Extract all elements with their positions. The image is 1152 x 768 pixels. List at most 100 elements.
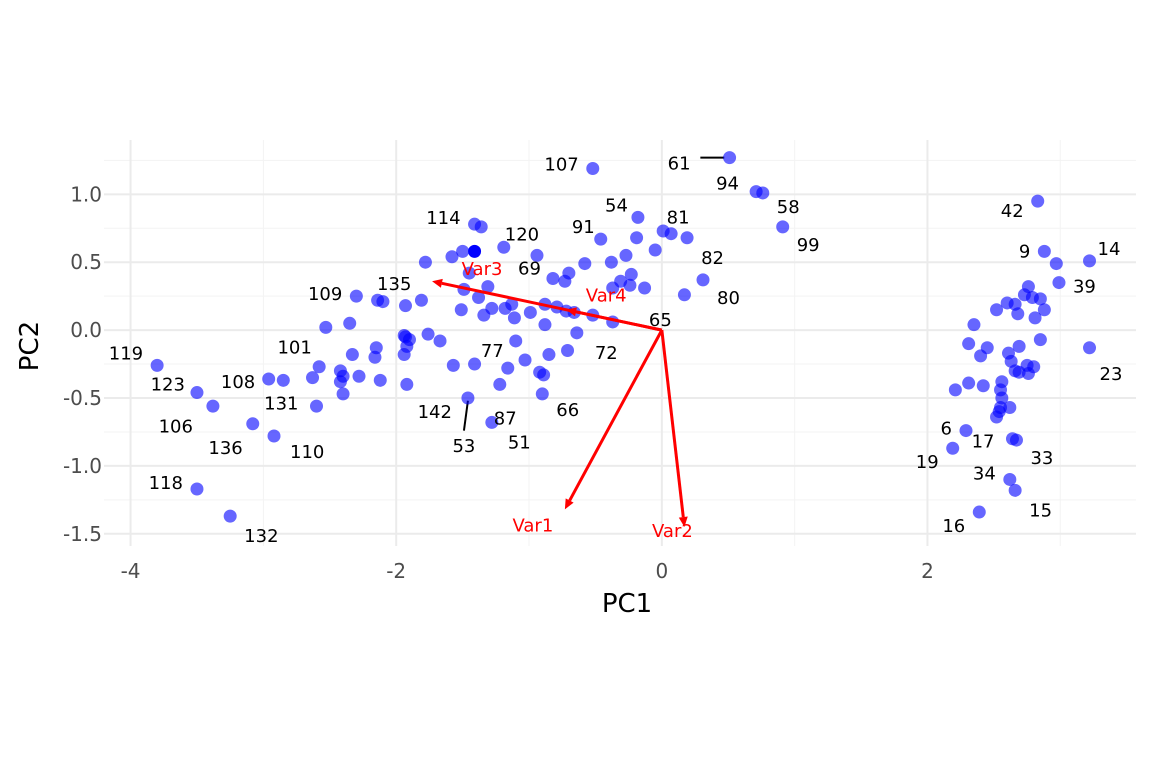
data-point	[206, 399, 220, 413]
data-point	[456, 244, 470, 258]
data-point	[974, 349, 988, 363]
x-tick-label: -4	[121, 559, 141, 583]
loading-arrow-var4	[575, 310, 663, 332]
data-point	[398, 330, 412, 344]
y-tick-label: 0.0	[70, 318, 102, 342]
point-label: 51	[508, 432, 531, 453]
data-point	[445, 250, 459, 264]
y-tick-label: -1.5	[63, 522, 102, 546]
data-point	[1027, 360, 1041, 374]
data-point	[723, 151, 737, 165]
data-point	[246, 417, 260, 431]
x-tick-label: 2	[921, 559, 934, 583]
data-point	[948, 383, 962, 397]
loading-label: Var1	[512, 515, 553, 536]
data-point	[624, 267, 638, 281]
data-point	[414, 293, 428, 307]
x-tick-label: 0	[655, 559, 668, 583]
point-label: 23	[1100, 364, 1123, 385]
point-label: 136	[208, 438, 242, 459]
y-tick-label: -0.5	[63, 386, 102, 410]
point-label: 110	[290, 442, 324, 463]
data-point	[1021, 280, 1035, 294]
data-point	[962, 376, 976, 390]
x-axis-ticks: -4 -2 0 2	[121, 559, 934, 583]
data-point	[398, 299, 412, 313]
point-label: 16	[942, 516, 965, 537]
data-point	[501, 361, 515, 375]
data-point	[535, 387, 549, 401]
data-point	[1031, 194, 1045, 208]
point-label: 91	[572, 217, 595, 238]
data-point	[418, 255, 432, 269]
data-point	[368, 350, 382, 364]
data-point	[433, 334, 447, 348]
data-point	[472, 291, 486, 305]
data-point	[349, 289, 363, 303]
data-point	[756, 186, 770, 200]
point-label: 106	[159, 417, 193, 438]
data-point	[1083, 341, 1097, 355]
point-label: 9	[1019, 241, 1030, 262]
x-tick-label: -2	[386, 559, 406, 583]
point-label: 17	[972, 431, 995, 452]
loading-arrows: Var1 Var2 Var3 Var4	[432, 259, 693, 542]
point-label: 54	[605, 195, 628, 216]
data-point	[1052, 276, 1066, 290]
data-point	[1012, 339, 1026, 353]
point-label: 118	[149, 473, 183, 494]
data-point	[604, 255, 618, 269]
data-point	[509, 334, 523, 348]
point-label: 119	[109, 343, 143, 364]
y-tick-label: 1.0	[70, 182, 102, 206]
data-point	[454, 303, 468, 317]
point-label: 108	[221, 372, 255, 393]
data-point	[606, 281, 620, 295]
data-point	[319, 320, 333, 334]
data-point	[696, 273, 710, 287]
loading-label: Var2	[652, 521, 693, 542]
y-tick-label: -1.0	[63, 454, 102, 478]
loading-arrowhead	[678, 516, 688, 527]
data-point	[474, 220, 488, 234]
data-point	[505, 297, 519, 311]
point-label: 135	[377, 274, 411, 295]
data-point	[570, 326, 584, 340]
point-label: 109	[308, 284, 342, 305]
data-point	[190, 482, 204, 496]
data-point	[373, 373, 387, 387]
data-point	[677, 288, 691, 302]
point-label: 34	[973, 463, 996, 484]
loading-arrow-var2	[660, 329, 685, 518]
point-label: 72	[595, 343, 618, 364]
data-point	[497, 240, 511, 254]
data-point	[542, 348, 556, 362]
point-label: 94	[716, 174, 739, 195]
point-label: 77	[481, 341, 504, 362]
data-point	[421, 327, 435, 341]
data-point	[343, 316, 357, 330]
loading-arrow-var1	[568, 329, 664, 502]
data-point	[1003, 472, 1017, 486]
data-point	[648, 243, 662, 257]
data-point	[992, 405, 1006, 419]
data-point	[462, 266, 476, 280]
point-label: 120	[505, 224, 539, 245]
point-label: 33	[1030, 448, 1053, 469]
data-point	[276, 373, 290, 387]
y-axis-ticks: 1.0 0.5 0.0 -0.5 -1.0 -1.5	[63, 182, 102, 545]
data-point	[369, 341, 383, 355]
data-point	[619, 248, 633, 262]
point-label: 19	[916, 452, 939, 473]
point-label: 107	[544, 155, 578, 176]
data-point	[561, 343, 575, 357]
loading-label: Var4	[586, 286, 627, 307]
data-point	[546, 272, 560, 286]
loading-arrowhead	[432, 278, 443, 288]
data-point	[578, 257, 592, 271]
point-label: 131	[264, 394, 298, 415]
loading-arrowhead	[566, 307, 577, 317]
data-point	[485, 415, 499, 429]
